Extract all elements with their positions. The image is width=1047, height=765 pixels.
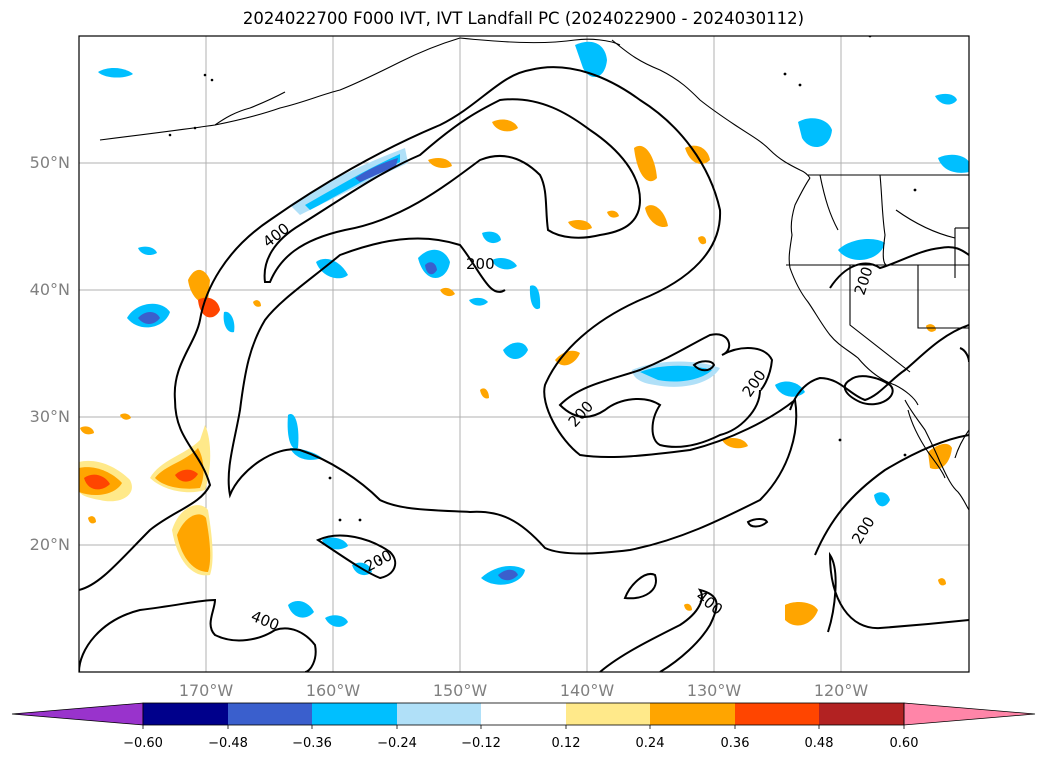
map-frame xyxy=(78,35,970,673)
colorbar-tick-label: 0.60 xyxy=(889,736,919,751)
colorbar-extend-high xyxy=(903,702,1036,726)
colorbar-segment xyxy=(566,703,650,725)
colorbar-tick-label: 0.12 xyxy=(551,736,581,751)
colorbar-segment xyxy=(228,703,312,725)
colorbar-segment xyxy=(819,703,904,725)
lat-label: 20°N xyxy=(29,535,70,554)
colorbar-tick-label: 0.48 xyxy=(804,736,834,751)
colorbar-extend-low xyxy=(11,702,144,726)
colorbar-tick-label: 0.24 xyxy=(635,736,665,751)
colorbar-tick-label: −0.60 xyxy=(123,736,163,751)
colorbar-tick-label: −0.12 xyxy=(461,736,501,751)
lon-label: 150°W xyxy=(432,681,488,700)
islands xyxy=(168,36,917,562)
colorbar-segment xyxy=(481,703,566,725)
lon-label: 130°W xyxy=(686,681,742,700)
positive-anomaly-shading xyxy=(79,119,952,626)
lat-label: 30°N xyxy=(29,407,70,426)
lat-label: 50°N xyxy=(29,153,70,172)
colorbar-tick-label: −0.24 xyxy=(377,736,417,751)
map-title: 2024022700 F000 IVT, IVT Landfall PC (20… xyxy=(242,9,805,28)
negative-anomaly-shading xyxy=(98,41,969,627)
lon-label: 170°W xyxy=(178,681,234,700)
lon-label: 140°W xyxy=(559,681,615,700)
colorbar-segment xyxy=(143,703,228,725)
colorbar-tick-label: 0.36 xyxy=(720,736,750,751)
contour-label: 200 xyxy=(466,255,495,273)
lon-label: 160°W xyxy=(305,681,361,700)
colorbar-segment xyxy=(397,703,481,725)
colorbar-segment xyxy=(735,703,819,725)
lon-label: 120°W xyxy=(813,681,869,700)
colorbar xyxy=(11,702,1036,729)
lat-label: 40°N xyxy=(29,280,70,299)
colorbar-segment xyxy=(312,703,397,725)
colorbar-tick-label: −0.48 xyxy=(208,736,248,751)
ivt-contours xyxy=(79,66,969,672)
colorbar-tick-label: −0.36 xyxy=(292,736,332,751)
coastlines xyxy=(99,37,969,511)
colorbar-segment xyxy=(650,703,735,725)
